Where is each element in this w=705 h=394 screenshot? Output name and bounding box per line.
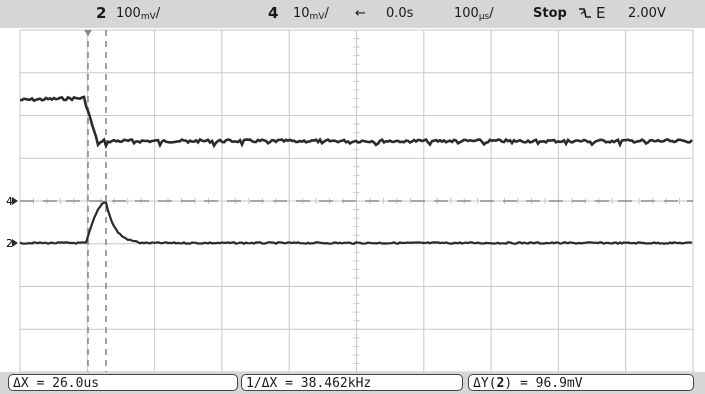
channel4-label[interactable]: 4 — [268, 4, 279, 22]
channel2-label[interactable]: 2 — [96, 4, 107, 22]
inverse-delta-x-measurement[interactable]: 1/ΔX = 38.462kHz — [241, 374, 463, 391]
trigger-edge-icon — [578, 6, 592, 25]
channel4-scale-unit: mV — [309, 12, 325, 22]
cursor-lines[interactable] — [84, 30, 107, 372]
delta-y-measurement[interactable]: ΔY(2) = 96.9mV — [468, 374, 694, 391]
channel2-scale-unit: mV — [140, 12, 156, 22]
channel4-marker-label: 4 — [6, 195, 13, 208]
channel4-scale[interactable]: 10mV/ — [293, 6, 329, 22]
channel2-scale-value: 100 — [116, 6, 141, 21]
timebase-value: 100 — [454, 6, 479, 21]
trigger-source[interactable]: E — [596, 4, 606, 22]
delta-y-suffix: ) = 96.9mV — [504, 376, 583, 391]
channel2-arrow-icon — [12, 239, 18, 247]
delta-y-prefix: ΔY( — [473, 376, 497, 391]
channel4-trace — [19, 95, 693, 150]
channel4-arrow-icon — [12, 197, 18, 205]
delta-x-measurement[interactable]: ΔX = 26.0us — [8, 374, 238, 391]
trigger-level[interactable]: 2.00V — [628, 6, 666, 21]
run-state[interactable]: Stop — [533, 6, 567, 21]
channel4-marker[interactable]: 4 — [6, 195, 18, 208]
timebase[interactable]: 100µs/ — [454, 6, 494, 22]
delay-value[interactable]: 0.0s — [386, 6, 414, 21]
timebase-unit: µs — [478, 12, 490, 22]
delay-arrow-icon: ← — [355, 6, 366, 21]
delta-y-channel: 2 — [496, 376, 505, 391]
channel2-scale[interactable]: 100mV/ — [116, 6, 161, 22]
channel4-scale-value: 10 — [293, 6, 310, 21]
channel2-trace — [19, 201, 693, 245]
cursor-marker-icon — [84, 30, 92, 36]
falling-edge-icon — [579, 8, 591, 18]
channel2-marker-label: 2 — [6, 237, 13, 250]
channel2-marker[interactable]: 2 — [6, 237, 18, 250]
status-bar: 2 100mV/ 4 10mV/ ← 0.0s 100µs/ Stop E 2.… — [0, 0, 705, 28]
